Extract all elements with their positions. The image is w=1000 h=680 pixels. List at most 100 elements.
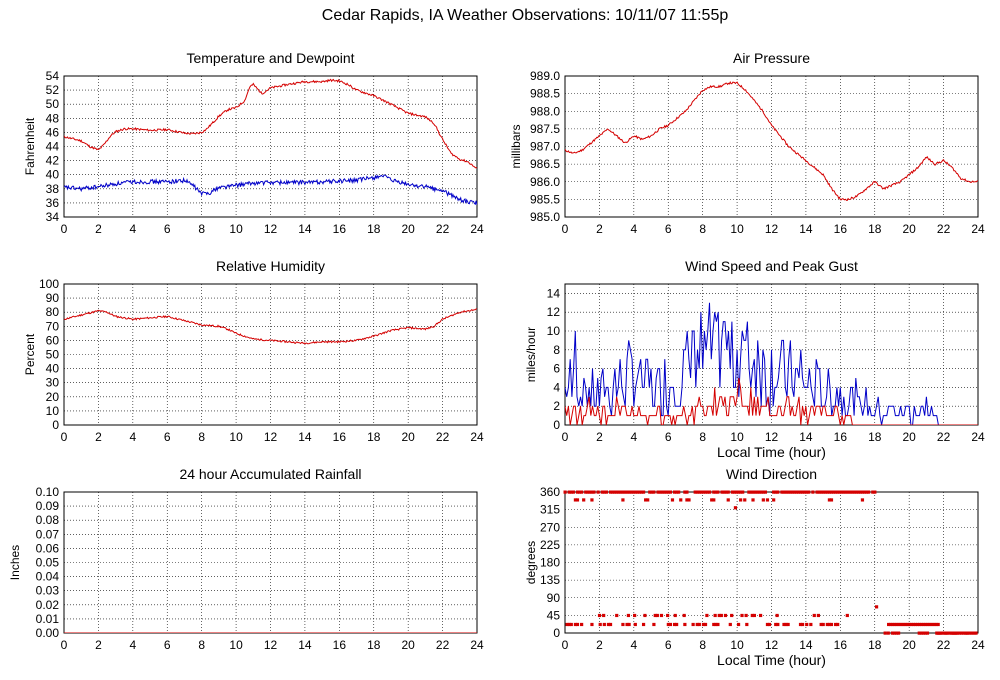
y-tick-label: 0.08 [36,513,60,527]
y-tick-label: 988.5 [530,87,560,101]
x-tick-label: 24 [470,638,484,652]
direction-point [845,613,849,618]
direction-point [807,490,811,494]
direction-point [747,490,751,494]
x-tick-label: 6 [665,430,672,444]
x-tick-label: 24 [971,222,985,236]
direction-point [662,490,666,494]
direction-point [968,631,972,635]
y-tick-label: 90 [547,591,561,605]
x-tick-label: 10 [730,430,744,444]
direction-point [633,622,637,627]
direction-point [757,490,761,494]
x-tick-label: 6 [665,222,672,236]
direction-point [934,622,938,627]
direction-point [896,631,901,635]
direction-point [856,490,860,494]
y-tick-label: 70 [46,319,60,333]
x-tick-label: 14 [298,430,312,444]
direction-point [650,490,654,494]
y-tick-label: 45 [547,608,561,622]
direction-point [889,622,893,627]
direction-point [608,490,613,494]
direction-point [646,498,650,502]
direction-point [922,622,926,627]
direction-point [915,622,920,627]
y-tick-label: 40 [46,168,60,182]
direction-point [800,490,805,494]
direction-point [744,613,748,618]
direction-point [867,490,871,494]
x-tick-label: 0 [61,222,68,236]
direction-point [925,631,930,635]
direction-point [892,631,897,635]
x-tick-label: 18 [868,638,882,652]
y-tick-label: 0.01 [36,612,60,626]
x-tick-label: 18 [868,430,882,444]
direction-point [776,490,780,494]
direction-point [803,490,807,494]
direction-point [941,631,945,635]
direction-point [758,613,763,618]
direction-point [621,622,625,627]
x-tick-label: 0 [562,222,569,236]
direction-point [703,490,708,494]
x-tick-label: 2 [95,222,102,236]
direction-point [749,490,753,494]
x-tick-label: 20 [902,222,916,236]
y-tick-label: 8 [553,343,560,357]
direction-point [633,490,637,494]
direction-point [782,490,786,494]
direction-point [602,622,606,627]
direction-point [685,490,689,494]
x-tick-label: 12 [264,222,278,236]
direction-point [962,631,966,635]
x-tick-label: 12 [765,430,779,444]
direction-point [637,490,642,494]
direction-point [753,490,757,494]
direction-point [860,490,865,494]
direction-point [685,498,689,502]
direction-point [703,622,708,627]
direction-point [786,622,790,627]
direction-point [635,490,639,494]
direction-point [920,622,924,627]
x-tick-label: 16 [333,222,347,236]
y-tick-label: 48 [46,111,60,125]
direction-point [923,631,928,635]
y-tick-label: 30 [46,376,60,390]
y-axis-label: Percent [23,333,37,375]
direction-point [945,631,949,635]
direction-point [864,490,869,494]
direction-point [831,490,836,494]
direction-point [736,490,741,494]
y-tick-label: 988.0 [530,104,560,118]
chart-pressure: 0 2 4 6 8 10 12 14 16 18 20 22 24985.0985.5986.0986.… [509,50,985,236]
x-tick-label: 12 [264,430,278,444]
direction-point [668,490,673,494]
direction-point [608,622,613,627]
x-tick-label: 22 [436,638,450,652]
direction-point [590,498,594,502]
x-tick-label: 8 [699,222,706,236]
direction-point [586,490,590,494]
direction-point [598,622,602,627]
direction-point [713,613,717,618]
direction-point [943,631,947,635]
direction-point [893,622,897,627]
direction-point [644,498,648,502]
direction-point [712,490,716,494]
x-tick-label: 4 [129,430,136,444]
direction-point [800,622,805,627]
direction-point [775,613,779,618]
direction-point [959,631,964,635]
direction-point [673,613,677,618]
direction-point [765,622,770,627]
chart-direction: 0 2 4 6 8 10 12 14 16 18 20 22 240459013518022527031… [524,466,985,668]
y-tick-label: 360 [540,485,560,499]
direction-point [716,490,720,494]
direction-point [569,622,573,627]
x-tick-label: 8 [198,638,205,652]
